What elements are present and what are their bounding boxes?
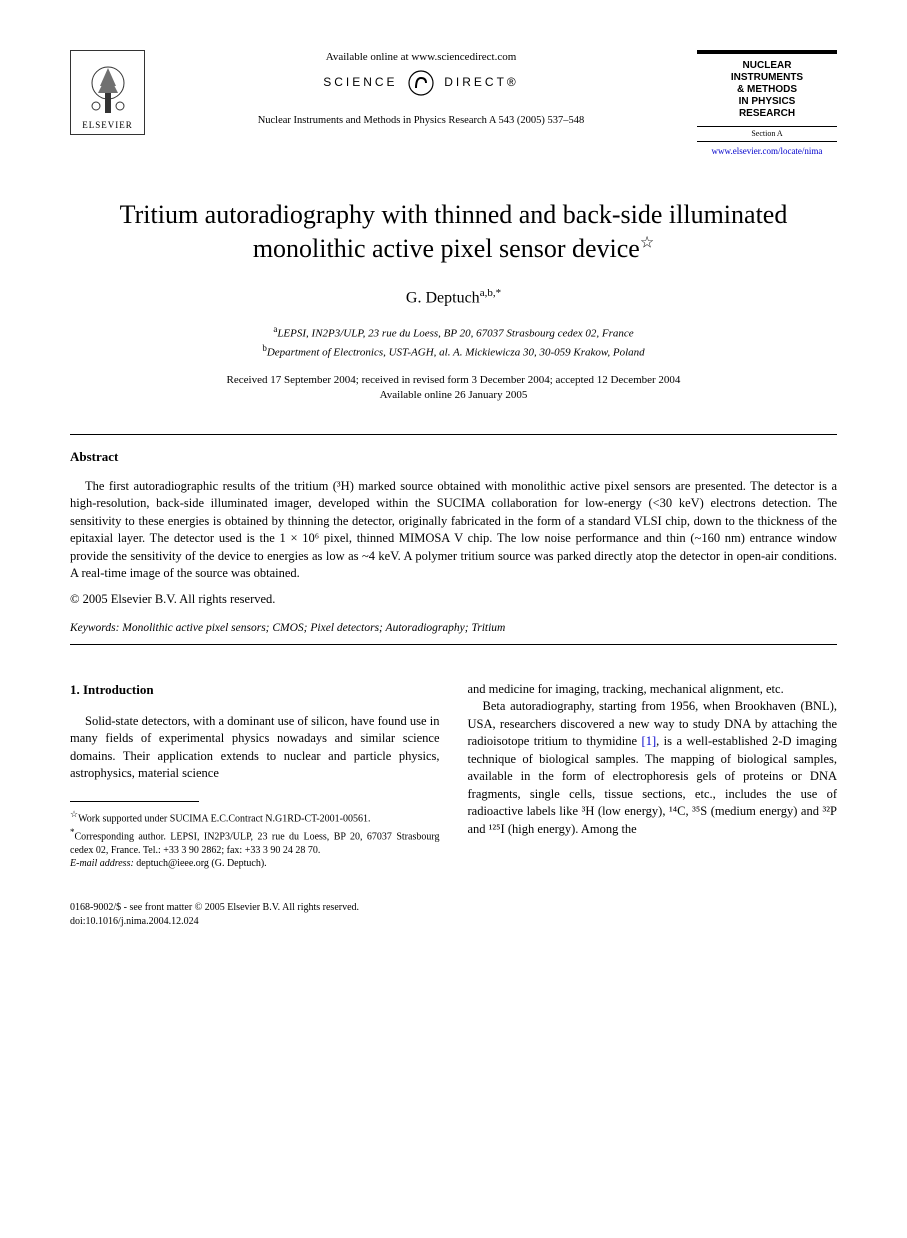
jb-line-4: RESEARCH: [701, 108, 833, 120]
author-sup: a,b,*: [480, 287, 501, 299]
jb-line-1: INSTRUMENTS: [701, 72, 833, 84]
journal-box-title: NUCLEAR INSTRUMENTS & METHODS IN PHYSICS…: [697, 50, 837, 127]
email-text: deptuch@ieee.org (G. Deptuch).: [134, 858, 267, 869]
elsevier-tree-icon: [78, 58, 138, 118]
article-title: Tritium autoradiography with thinned and…: [100, 198, 807, 266]
copyright-line: © 2005 Elsevier B.V. All rights reserved…: [70, 591, 837, 607]
title-footnote-star: ☆: [640, 234, 654, 251]
elsevier-label: ELSEVIER: [82, 120, 133, 132]
left-column: 1. Introduction Solid-state detectors, w…: [70, 681, 440, 871]
keywords-label: Keywords:: [70, 622, 119, 634]
citation-1[interactable]: [1]: [642, 734, 657, 748]
jb-line-3: IN PHYSICS: [701, 96, 833, 108]
footnotes-divider: [70, 801, 199, 802]
right-column: and medicine for imaging, tracking, mech…: [468, 681, 838, 871]
author-name: G. Deptuch: [406, 289, 480, 306]
keywords: Keywords: Monolithic active pixel sensor…: [70, 621, 837, 636]
affil-a: aLEPSI, IN2P3/ULP, 23 rue du Loess, BP 2…: [70, 323, 837, 342]
divider-top: [70, 434, 837, 435]
available-online-text: Available online at www.sciencedirect.co…: [165, 50, 677, 64]
authors: G. Deptucha,b,*: [70, 286, 837, 309]
sd-right: DIRECT®: [444, 75, 519, 89]
journal-link[interactable]: www.elsevier.com/locate/nima: [697, 146, 837, 158]
right-p2: Beta autoradiography, starting from 1956…: [468, 698, 838, 838]
right-p2-b: , is a well-established 2-D imaging tech…: [468, 734, 838, 836]
abstract-heading: Abstract: [70, 449, 837, 466]
jb-line-0: NUCLEAR: [701, 60, 833, 72]
keywords-text: Monolithic active pixel sensors; CMOS; P…: [119, 622, 505, 634]
header-center: Available online at www.sciencedirect.co…: [145, 50, 697, 128]
header-row: ELSEVIER Available online at www.science…: [70, 50, 837, 158]
affil-b: bDepartment of Electronics, UST-AGH, al.…: [70, 342, 837, 361]
sciencedirect-icon: [408, 70, 434, 96]
page-footer: 0168-9002/$ - see front matter © 2005 El…: [70, 901, 837, 929]
affiliations: aLEPSI, IN2P3/ULP, 23 rue du Loess, BP 2…: [70, 323, 837, 361]
elsevier-logo: ELSEVIER: [70, 50, 145, 135]
affil-b-text: Department of Electronics, UST-AGH, al. …: [267, 347, 645, 359]
article-dates: Received 17 September 2004; received in …: [70, 373, 837, 404]
journal-box: NUCLEAR INSTRUMENTS & METHODS IN PHYSICS…: [697, 50, 837, 158]
footer-line1: 0168-9002/$ - see front matter © 2005 El…: [70, 901, 837, 915]
footnote-star-text: Work supported under SUCIMA E.C.Contract…: [78, 813, 370, 824]
journal-box-section: Section A: [697, 127, 837, 142]
science-direct-logo: SCIENCE DIRECT®: [165, 70, 677, 96]
divider-bottom: [70, 644, 837, 645]
footnote-email: E-mail address: deptuch@ieee.org (G. Dep…: [70, 857, 440, 871]
jb-line-2: & METHODS: [701, 84, 833, 96]
dates-line1: Received 17 September 2004; received in …: [70, 373, 837, 388]
footnote-corr-text: Corresponding author. LEPSI, IN2P3/ULP, …: [70, 831, 440, 856]
journal-reference: Nuclear Instruments and Methods in Physi…: [165, 114, 677, 128]
title-text: Tritium autoradiography with thinned and…: [120, 200, 788, 263]
footnote-star: ☆Work supported under SUCIMA E.C.Contrac…: [70, 808, 440, 826]
dates-line2: Available online 26 January 2005: [70, 388, 837, 403]
right-p1: and medicine for imaging, tracking, mech…: [468, 681, 838, 699]
affil-a-text: LEPSI, IN2P3/ULP, 23 rue du Loess, BP 20…: [277, 327, 633, 339]
sd-left: SCIENCE: [323, 75, 397, 89]
body-columns: 1. Introduction Solid-state detectors, w…: [70, 681, 837, 871]
email-label: E-mail address:: [70, 858, 134, 869]
footnote-corresponding: *Corresponding author. LEPSI, IN2P3/ULP,…: [70, 826, 440, 857]
footer-line2: doi:10.1016/j.nima.2004.12.024: [70, 915, 837, 929]
left-p1: Solid-state detectors, with a dominant u…: [70, 713, 440, 783]
abstract-text: The first autoradiographic results of th…: [70, 478, 837, 583]
intro-heading: 1. Introduction: [70, 681, 440, 699]
